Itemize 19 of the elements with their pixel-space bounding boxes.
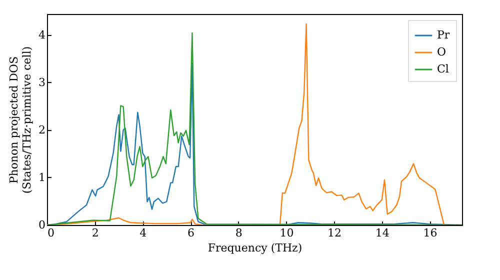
x-tick-label: 8 <box>235 226 242 240</box>
x-tick-label: 14 <box>375 226 390 240</box>
x-tick-label: 0 <box>48 226 54 240</box>
legend-label: Cl <box>437 62 450 76</box>
x-tick-label: 12 <box>328 226 342 240</box>
y-tick-label: 2 <box>38 123 46 136</box>
x-tick-label: 10 <box>280 226 294 240</box>
x-tick-label: 6 <box>188 226 195 240</box>
legend-label: Pr <box>437 28 450 42</box>
y-tick-label: 4 <box>38 28 46 42</box>
y-axis-title: Phonon projected DOS (States/THz·primitive cell) <box>8 46 34 194</box>
x-tick-label: 2 <box>92 226 99 240</box>
y-tick-label: 0 <box>38 218 46 232</box>
x-tick-label: 16 <box>423 226 438 240</box>
x-axis-title: Frequency (THz) <box>208 242 302 254</box>
y-tick-label: 3 <box>38 76 46 89</box>
x-tick-label: 4 <box>140 226 147 240</box>
legend-label: O <box>437 46 446 58</box>
y-tick-label: 1 <box>38 170 46 184</box>
